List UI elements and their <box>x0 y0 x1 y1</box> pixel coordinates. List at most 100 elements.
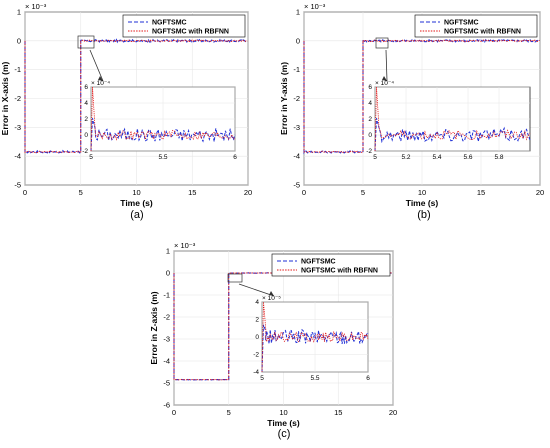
inset-y-tick-label: 4 <box>255 299 259 306</box>
inset-y-tick-label: -4 <box>253 369 259 376</box>
y-tick-label: 0 <box>296 36 300 45</box>
x-tick-label: 20 <box>536 188 544 197</box>
inset-x-tick-label: 5 <box>373 154 377 161</box>
series-line-ngftsmc <box>303 38 540 155</box>
x-tick-label: 5 <box>361 188 365 197</box>
x-axis-label: Time (s) <box>406 198 439 208</box>
inset-x-tick-label: 5.2 <box>401 154 410 161</box>
x-tick-label: 0 <box>172 408 176 417</box>
inset-y-tick-label: -2 <box>253 352 259 359</box>
inset-y-tick-label: 6 <box>84 84 88 91</box>
inset-y-tick-label: 0 <box>255 334 259 341</box>
y-tick-label: 0 <box>166 269 170 278</box>
x-tick-label: 5 <box>79 188 83 197</box>
zoom-region-box <box>375 37 389 49</box>
inset-series-line-ngftsmc <box>374 118 531 152</box>
y-tick-label: 1 <box>296 8 300 17</box>
inset-y-tick-label: -2 <box>82 148 88 155</box>
panel-label: (a) <box>130 209 143 221</box>
zoom-arrowhead <box>269 291 274 296</box>
zoom-arrow <box>385 49 388 82</box>
y-tick-label: 1 <box>17 8 21 17</box>
legend-box <box>122 14 246 38</box>
y-tick-label: -3 <box>163 335 170 344</box>
y-tick-label: -1 <box>163 291 170 300</box>
inset-x-tick-label: 5.8 <box>494 154 503 161</box>
inset-y-tick-label: 6 <box>368 84 372 91</box>
inset-y-tick-label: -2 <box>366 148 372 155</box>
exponent-label: × 10⁻³ <box>25 2 47 11</box>
inset-y-tick-label: 2 <box>255 317 259 324</box>
inset-chart: 5 5.2 5.4 5.6 5.8 -2 0 2 4 6× 10⁻⁴ <box>366 80 531 161</box>
x-tick-label: 20 <box>244 188 252 197</box>
zoom-arrowhead <box>382 76 387 81</box>
x-tick-label: 0 <box>23 188 27 197</box>
series-line-ngftsmc <box>24 38 248 154</box>
exponent-label: × 10⁻³ <box>304 2 326 11</box>
legend-box <box>271 253 391 277</box>
legend-entry: NGFTSMC <box>301 259 336 266</box>
inset-series-line-rbfnn <box>261 301 369 373</box>
inset-exponent-label: × 10⁻⁴ <box>91 80 110 87</box>
y-axis-label: Error in Z-axis (m) <box>149 291 159 364</box>
zoom-arrow <box>89 49 104 82</box>
zoom-arrowhead <box>98 76 103 81</box>
inset-x-tick-label: 6 <box>366 375 370 382</box>
zoom-region-box <box>77 35 95 49</box>
inset-x-tick-label: 5.6 <box>463 154 472 161</box>
x-tick-label: 15 <box>188 188 196 197</box>
x-tick-label: 15 <box>477 188 485 197</box>
inset-x-tick-label: 5 <box>260 375 264 382</box>
y-tick-label: -1 <box>293 65 300 74</box>
y-tick-label: -4 <box>163 357 170 366</box>
y-tick-label: -4 <box>293 152 300 161</box>
x-tick-label: 20 <box>389 408 397 417</box>
inset-y-tick-label: 0 <box>368 132 372 139</box>
y-tick-label: -4 <box>14 152 21 161</box>
x-tick-label: 10 <box>418 188 426 197</box>
exponent-label: × 10⁻³ <box>174 241 196 250</box>
inset-series-line-rbfnn <box>374 86 531 152</box>
y-tick-label: -6 <box>163 401 170 410</box>
y-tick-label: -2 <box>14 94 21 103</box>
y-tick-label: 0 <box>17 36 21 45</box>
y-axis-label: Error in X-axis (m) <box>0 61 10 135</box>
inset-exponent-label: × 10⁻⁴ <box>375 80 394 87</box>
inset-y-tick-label: 0 <box>84 132 88 139</box>
y-axis-label: Error in Y-axis (m) <box>279 62 289 135</box>
x-tick-label: 10 <box>279 408 287 417</box>
x-axis-label: Time (s) <box>120 198 153 208</box>
y-tick-label: -5 <box>293 181 300 190</box>
inset-x-tick-label: 5.4 <box>432 154 441 161</box>
series-line-rbfnn <box>303 39 540 154</box>
inset-exponent-label: × 10⁻⁵ <box>262 295 281 302</box>
inset-y-tick-label: 2 <box>368 116 372 123</box>
y-tick-label: 1 <box>166 247 170 256</box>
x-tick-label: 5 <box>227 408 231 417</box>
legend-entry: NGFTSMC <box>444 20 479 27</box>
y-tick-label: -2 <box>293 94 300 103</box>
x-tick-label: 0 <box>302 188 306 197</box>
zoom-arrow <box>238 283 275 297</box>
y-tick-label: -2 <box>163 313 170 322</box>
y-tick-label: -5 <box>14 181 21 190</box>
y-tick-label: -5 <box>163 379 170 388</box>
inset-series-line-ngftsmc <box>90 118 236 152</box>
x-tick-label: 15 <box>334 408 342 417</box>
x-axis-label: Time (s) <box>267 418 300 428</box>
legend-entry: NGFTSMC with RBFNN <box>301 268 378 275</box>
zoom-region-box <box>227 273 243 283</box>
inset-y-tick-label: 2 <box>84 116 88 123</box>
legend-entry: NGFTSMC <box>152 20 187 27</box>
panel-label: (b) <box>417 209 430 221</box>
inset-x-tick-label: 6 <box>233 154 237 161</box>
inset-series-line-rbfnn <box>90 86 236 152</box>
legend-entry: NGFTSMC with RBFNN <box>444 29 521 36</box>
inset-x-tick-label: 5 <box>89 154 93 161</box>
inset-y-tick-label: 4 <box>84 100 88 107</box>
